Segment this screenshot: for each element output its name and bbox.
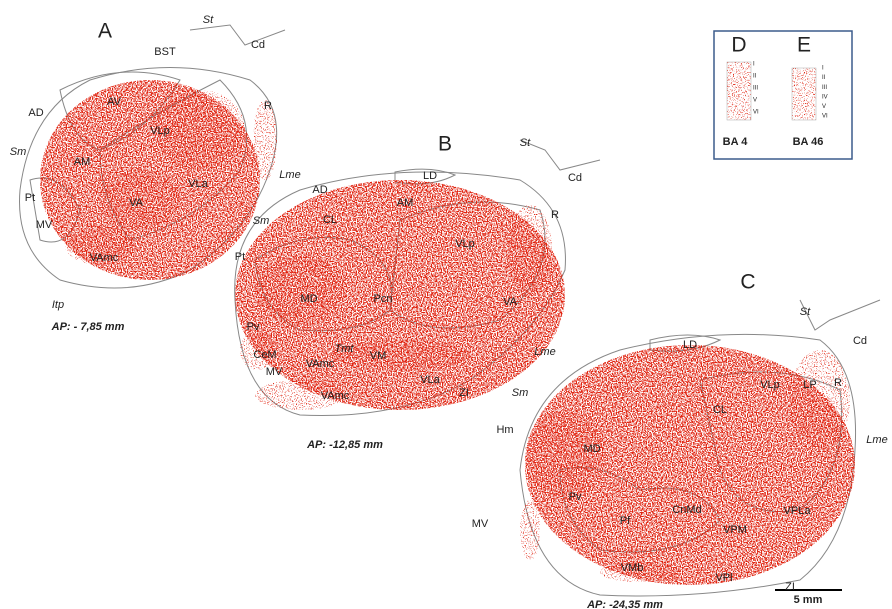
- region-label: Pcn: [374, 293, 393, 305]
- inset-area: BA 4: [723, 136, 749, 148]
- region-label: AD: [312, 184, 327, 196]
- section-b: [235, 140, 600, 416]
- region-label: VA: [503, 296, 518, 308]
- region-label: Itp: [52, 299, 64, 311]
- region-label: VLp: [760, 379, 780, 391]
- region-label: VAmc: [321, 390, 350, 402]
- region-label: AV: [107, 96, 122, 108]
- inset-letter: E: [797, 34, 811, 57]
- region-label: Lme: [534, 346, 555, 358]
- panel-letter: A: [98, 20, 112, 43]
- region-label: CL: [713, 404, 727, 416]
- region-label: VPM: [723, 524, 747, 536]
- panel-caption: AP: - 7,85 mm: [51, 321, 125, 333]
- region-label: AM: [397, 197, 414, 209]
- region-label: R: [834, 377, 842, 389]
- region-label: MV: [36, 219, 53, 231]
- region-label: AD: [28, 107, 43, 119]
- region-label: MD: [300, 293, 317, 305]
- region-label: Lme: [866, 434, 887, 446]
- region-label: VPl: [715, 572, 732, 584]
- layer-label: VI: [822, 114, 828, 120]
- region-label: LD: [683, 339, 697, 351]
- region-label: St: [203, 14, 214, 26]
- region-label: ZI: [459, 387, 469, 399]
- region-label: MV: [472, 518, 489, 530]
- region-label: Sm: [512, 387, 529, 399]
- region-label: VAmc: [90, 252, 119, 264]
- section-c: [520, 300, 880, 596]
- figure: AAP: - 7,85 mmStBSTCdADAVVLpRSmAMLmePtVL…: [0, 0, 892, 609]
- region-label: Pv: [247, 321, 260, 333]
- region-label: VLa: [420, 374, 440, 386]
- inset-letter: D: [731, 34, 746, 57]
- region-label: VLp: [455, 238, 475, 250]
- region-label: VAmc: [306, 358, 335, 370]
- region-label: Pv: [569, 491, 582, 503]
- region-label: Pt: [235, 251, 245, 263]
- layer-label: III: [753, 86, 758, 92]
- region-label: VMb: [621, 562, 644, 574]
- region-label: R: [551, 209, 559, 221]
- region-label: BST: [154, 46, 176, 58]
- region-label: Sm: [253, 215, 270, 227]
- region-label: Cd: [853, 335, 867, 347]
- region-label: Hm: [496, 424, 513, 436]
- region-label: CL: [323, 214, 337, 226]
- region-label: Tmt: [335, 343, 355, 355]
- region-label: ZI: [785, 581, 795, 593]
- region-label: AM: [74, 156, 91, 168]
- panel-letter: C: [740, 271, 755, 294]
- region-label: Sm: [10, 146, 27, 158]
- panel-caption: AP: -12,85 mm: [306, 439, 383, 451]
- layer-label: III: [822, 85, 827, 91]
- region-label: Lme: [279, 169, 300, 181]
- inset-area: BA 46: [793, 136, 824, 148]
- layer-label: IV: [822, 94, 828, 100]
- region-label: LP: [803, 379, 816, 391]
- region-label: Pf: [620, 515, 631, 527]
- region-label: VM: [370, 350, 387, 362]
- region-label: St: [520, 137, 531, 149]
- region-label: VPLa: [784, 505, 812, 517]
- region-label: Cd: [251, 39, 265, 51]
- region-label: MV: [266, 366, 283, 378]
- region-label: Cd: [568, 172, 582, 184]
- section-a: [20, 25, 286, 288]
- region-label: St: [800, 306, 811, 318]
- scale-bar-label: 5 mm: [794, 594, 823, 606]
- layer-label: V: [822, 104, 826, 110]
- region-label: VLp: [150, 125, 170, 137]
- layer-label: II: [753, 74, 757, 80]
- region-label: VA: [129, 197, 144, 209]
- layer-label: V: [753, 98, 757, 104]
- panel-caption: AP: -24,35 mm: [586, 599, 663, 609]
- layer-label: VI: [753, 110, 759, 116]
- region-label: CnMd: [672, 504, 701, 516]
- panel-letter: B: [438, 133, 452, 156]
- layer-label: II: [822, 75, 826, 81]
- region-label: VLa: [188, 178, 208, 190]
- region-label: R: [264, 100, 272, 112]
- region-label: MD: [583, 443, 600, 455]
- region-label: LD: [423, 170, 437, 182]
- region-label: CeM: [253, 349, 276, 361]
- region-label: Pt: [25, 192, 35, 204]
